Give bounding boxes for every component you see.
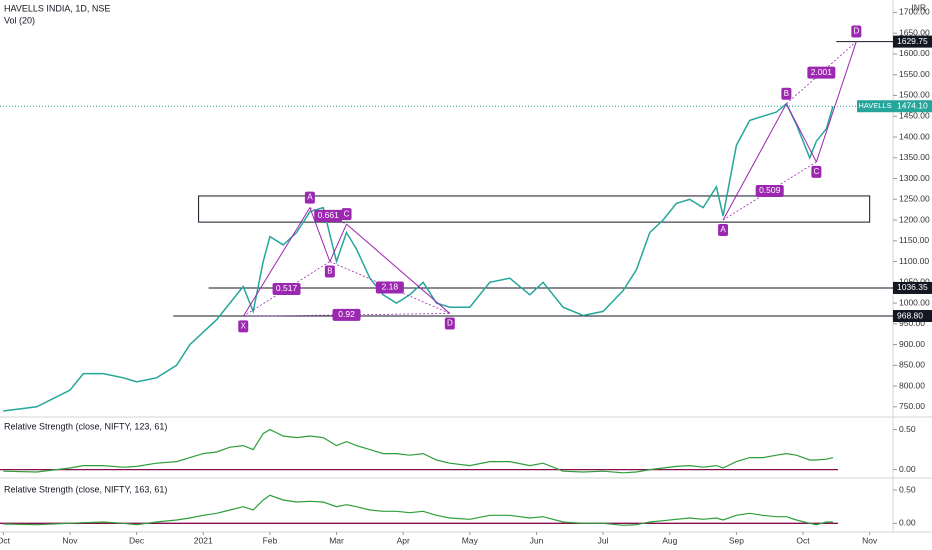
x-tick-label: Nov <box>862 535 878 545</box>
x-tick-label: 2021 <box>194 535 213 545</box>
point-tag <box>811 165 822 178</box>
ratio-tag <box>755 184 784 197</box>
y-tick-label: 1000.00 <box>899 297 930 307</box>
y-tick-label: 800.00 <box>899 380 925 390</box>
pattern-leg <box>309 207 331 262</box>
current-tag <box>893 100 932 113</box>
ratio-tag <box>314 209 343 222</box>
volume-label: Vol (20) <box>4 15 35 25</box>
ratio-label: 2.18 <box>382 282 399 292</box>
point-tag <box>341 208 352 221</box>
x-tick-label: Sep <box>729 535 744 545</box>
point-label: X <box>241 321 247 330</box>
chart-title: HAVELLS INDIA, 1D, NSE <box>4 3 110 13</box>
pattern-leg <box>242 207 311 317</box>
y-tick-label: 1500.00 <box>899 90 930 100</box>
y-tick-label: 1200.00 <box>899 214 930 224</box>
point-tag <box>851 25 862 38</box>
y-tick-label: 0.00 <box>899 464 916 474</box>
ratio-label: 0.92 <box>338 309 355 319</box>
x-tick-label: Mar <box>329 535 344 545</box>
point-label: C <box>813 167 819 176</box>
current-name: HAVELLS <box>858 101 891 110</box>
level-tag <box>893 35 932 48</box>
indicator-title: Relative Strength (close, NIFTY, 163, 61… <box>4 484 167 494</box>
x-tick-label: Aug <box>662 535 677 545</box>
y-tick-label: 1550.00 <box>899 69 930 79</box>
current-label: 1474.10 <box>897 100 928 110</box>
point-label: B <box>327 267 332 276</box>
y-tick-label: 1400.00 <box>899 131 930 141</box>
y-tick-label: 1250.00 <box>899 194 930 204</box>
ratio-label: 2.001 <box>811 67 833 77</box>
x-tick-label: May <box>462 535 479 545</box>
price-line <box>3 102 834 412</box>
pattern-leg <box>346 223 451 314</box>
current-name-tag <box>857 100 893 113</box>
y-tick-label: 1450.00 <box>899 110 930 120</box>
x-tick-label: Nov <box>62 535 78 545</box>
y-tick-label: 0.50 <box>899 424 916 434</box>
indicator-line <box>3 428 834 474</box>
y-tick-label: 1150.00 <box>899 235 929 245</box>
y-tick-label: 1600.00 <box>899 48 930 58</box>
indicator-line <box>3 494 833 526</box>
point-tag <box>718 224 729 237</box>
indicator-title: Relative Strength (close, NIFTY, 123, 61… <box>4 421 167 431</box>
point-label: C <box>344 209 350 218</box>
pattern-leg <box>815 41 857 163</box>
x-tick-label: Oct <box>796 535 810 545</box>
y-tick-label: 1700.00 <box>899 7 930 17</box>
y-tick-label: 1100.00 <box>899 256 929 266</box>
point-tag <box>444 317 455 330</box>
ratio-tag <box>375 281 404 294</box>
ratio-line <box>243 261 331 317</box>
level-tag <box>893 281 932 294</box>
x-tick-label: Apr <box>397 535 410 545</box>
zone-box <box>198 195 871 223</box>
point-tag <box>324 265 335 278</box>
level-label: 1629.75 <box>897 36 928 46</box>
y-tick-label: 1050.00 <box>899 277 930 287</box>
point-tag <box>304 191 315 204</box>
ratio-tag <box>332 308 361 321</box>
x-tick-label: Oct <box>0 535 11 545</box>
level-label: 1036.35 <box>897 282 928 292</box>
level-label: 968.80 <box>897 310 923 320</box>
pattern-leg <box>722 103 787 221</box>
y-tick-label: 750.00 <box>899 401 925 411</box>
ratio-tag <box>807 66 836 79</box>
y-tick-label: 1300.00 <box>899 173 930 183</box>
x-tick-label: Jun <box>530 535 544 545</box>
point-label: A <box>720 225 726 234</box>
ratio-label: 0.661 <box>318 210 340 220</box>
x-tick-label: Dec <box>129 535 145 545</box>
y-tick-label: 0.50 <box>899 484 916 494</box>
y-tick-label: 850.00 <box>899 360 925 370</box>
pattern-leg <box>329 223 347 262</box>
x-tick-label: Jul <box>598 535 609 545</box>
currency: INR <box>911 2 926 12</box>
ratio-label: 0.517 <box>276 283 298 293</box>
point-tag <box>781 87 792 100</box>
y-tick-label: 0.00 <box>899 518 916 528</box>
point-label: D <box>853 27 859 36</box>
ratio-line <box>243 313 450 317</box>
y-tick-label: 900.00 <box>899 339 925 349</box>
y-tick-label: 1650.00 <box>899 27 930 37</box>
y-tick-label: 950.00 <box>899 318 925 328</box>
level-tag <box>893 310 932 323</box>
y-tick-label: 1350.00 <box>899 152 930 162</box>
point-tag <box>238 320 249 333</box>
x-tick-label: Feb <box>263 535 278 545</box>
pattern-leg <box>785 103 817 163</box>
ratio-tag <box>272 282 301 295</box>
point-label: D <box>447 319 453 328</box>
point-label: A <box>307 193 313 202</box>
point-label: B <box>784 89 789 98</box>
ratio-label: 0.509 <box>759 185 781 195</box>
